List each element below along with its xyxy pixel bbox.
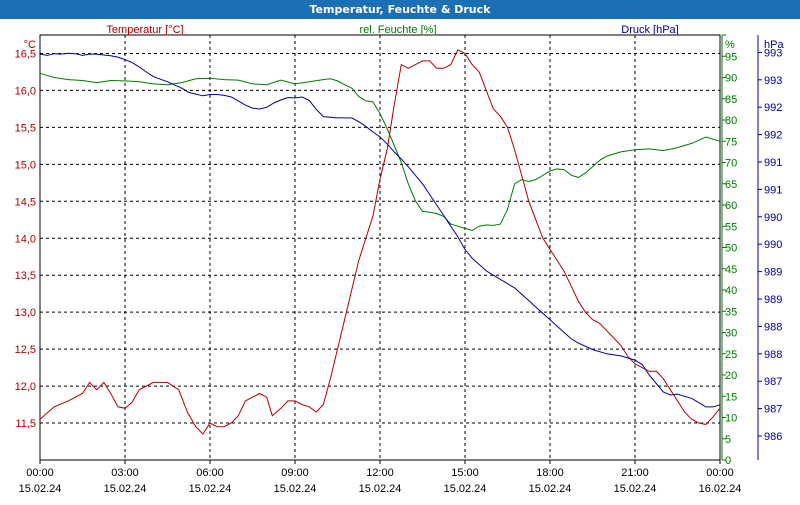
series-line-temperature	[39, 49, 721, 435]
x-tick-time: 21:00	[621, 467, 649, 479]
x-tick-time: 12:00	[366, 467, 394, 479]
temperature-tick-label: 12,5	[15, 344, 36, 356]
axis-labels: 00:00 15.02.24 03:00 15.02.24 06:00 15.02.24 0…	[15, 24, 785, 495]
humidity-tick-label: 45	[725, 264, 737, 276]
pressure-tick-label: 990	[764, 239, 782, 251]
x-tick-time: 15:00	[451, 467, 479, 479]
pressure-tick-label: 992	[764, 130, 782, 142]
x-tick-date: 15.02.24	[104, 483, 147, 495]
humidity-tick-label: 0	[725, 455, 731, 467]
pressure-tick-label: 991	[764, 184, 782, 196]
x-tick-date: 15.02.24	[444, 483, 487, 495]
temperature-tick-label: 11,5	[15, 418, 36, 430]
x-tick-time: 03:00	[111, 467, 139, 479]
humidity-tick-label: 15	[725, 391, 737, 403]
pressure-tick-label: 986	[764, 431, 782, 443]
grid	[40, 35, 720, 460]
humidity-axis-title: rel. Feuchte [%]	[359, 24, 436, 36]
chart-title: Temperatur, Feuchte & Druck	[0, 0, 800, 19]
x-tick-time: 06:00	[196, 467, 224, 479]
x-tick-date: 16.02.24	[699, 483, 742, 495]
humidity-tick-label: 75	[725, 136, 737, 148]
humidity-tick-label: 40	[725, 285, 737, 297]
pressure-tick-label: 987	[764, 404, 782, 416]
temperature-tick-label: 16,5	[15, 48, 36, 60]
temperature-tick-label: 13,5	[15, 270, 36, 282]
humidity-tick-label: 55	[725, 221, 737, 233]
x-tick-date: 15.02.24	[614, 483, 657, 495]
x-tick-date: 15.02.24	[529, 483, 572, 495]
temperature-tick-label: 15,0	[15, 159, 36, 171]
pressure-tick-label: 988	[764, 349, 782, 361]
x-tick-time: 09:00	[281, 467, 309, 479]
humidity-tick-label: 30	[725, 328, 737, 340]
humidity-tick-label: 25	[725, 349, 737, 361]
pressure-unit: hPa	[764, 39, 784, 51]
temperature-tick-label: 12,0	[15, 381, 36, 393]
axes	[39, 34, 762, 464]
x-tick-date: 15.02.24	[359, 483, 402, 495]
temperature-tick-label: 14,0	[15, 233, 36, 245]
humidity-tick-label: 95	[725, 51, 737, 63]
x-tick-time: 00:00	[706, 467, 734, 479]
pressure-tick-label: 989	[764, 267, 782, 279]
humidity-tick-label: 5	[725, 434, 731, 446]
humidity-tick-label: 70	[725, 158, 737, 170]
humidity-tick-label: 85	[725, 94, 737, 106]
x-tick-date: 15.02.24	[189, 483, 232, 495]
pressure-tick-label: 993	[764, 47, 782, 59]
pressure-axis-title: Druck [hPa]	[621, 24, 678, 36]
temperature-axis-title: Temperatur [°C]	[106, 24, 183, 36]
humidity-tick-label: 35	[725, 306, 737, 318]
humidity-unit: %	[725, 39, 735, 51]
pressure-tick-label: 987	[764, 376, 782, 388]
pressure-tick-label: 993	[764, 75, 782, 87]
pressure-tick-label: 988	[764, 321, 782, 333]
temperature-tick-label: 15,5	[15, 122, 36, 134]
humidity-tick-label: 10	[725, 413, 737, 425]
humidity-tick-label: 60	[725, 200, 737, 212]
line-chart: 00:00 15.02.24 03:00 15.02.24 06:00 15.02.24 0…	[15, 24, 785, 495]
humidity-tick-label: 90	[725, 73, 737, 85]
temperature-tick-label: 16,0	[15, 85, 36, 97]
series-group	[39, 49, 721, 435]
humidity-tick-label: 80	[725, 115, 737, 127]
humidity-tick-label: 50	[725, 243, 737, 255]
series-line-pressure	[39, 52, 721, 408]
temperature-unit: °C	[24, 39, 36, 51]
series-line-humidity	[39, 72, 721, 232]
pressure-tick-label: 991	[764, 157, 782, 169]
humidity-tick-label: 20	[725, 370, 737, 382]
pressure-tick-label: 992	[764, 102, 782, 114]
pressure-tick-label: 989	[764, 294, 782, 306]
humidity-tick-label: 65	[725, 179, 737, 191]
x-tick-time: 00:00	[26, 467, 54, 479]
chart-area: 00:00 15.02.24 03:00 15.02.24 06:00 15.02.24 0…	[0, 19, 800, 500]
x-tick-date: 15.02.24	[274, 483, 317, 495]
pressure-tick-label: 990	[764, 212, 782, 224]
x-tick-time: 18:00	[536, 467, 564, 479]
temperature-tick-label: 14,5	[15, 196, 36, 208]
x-tick-date: 15.02.24	[19, 483, 62, 495]
temperature-tick-label: 13,0	[15, 307, 36, 319]
